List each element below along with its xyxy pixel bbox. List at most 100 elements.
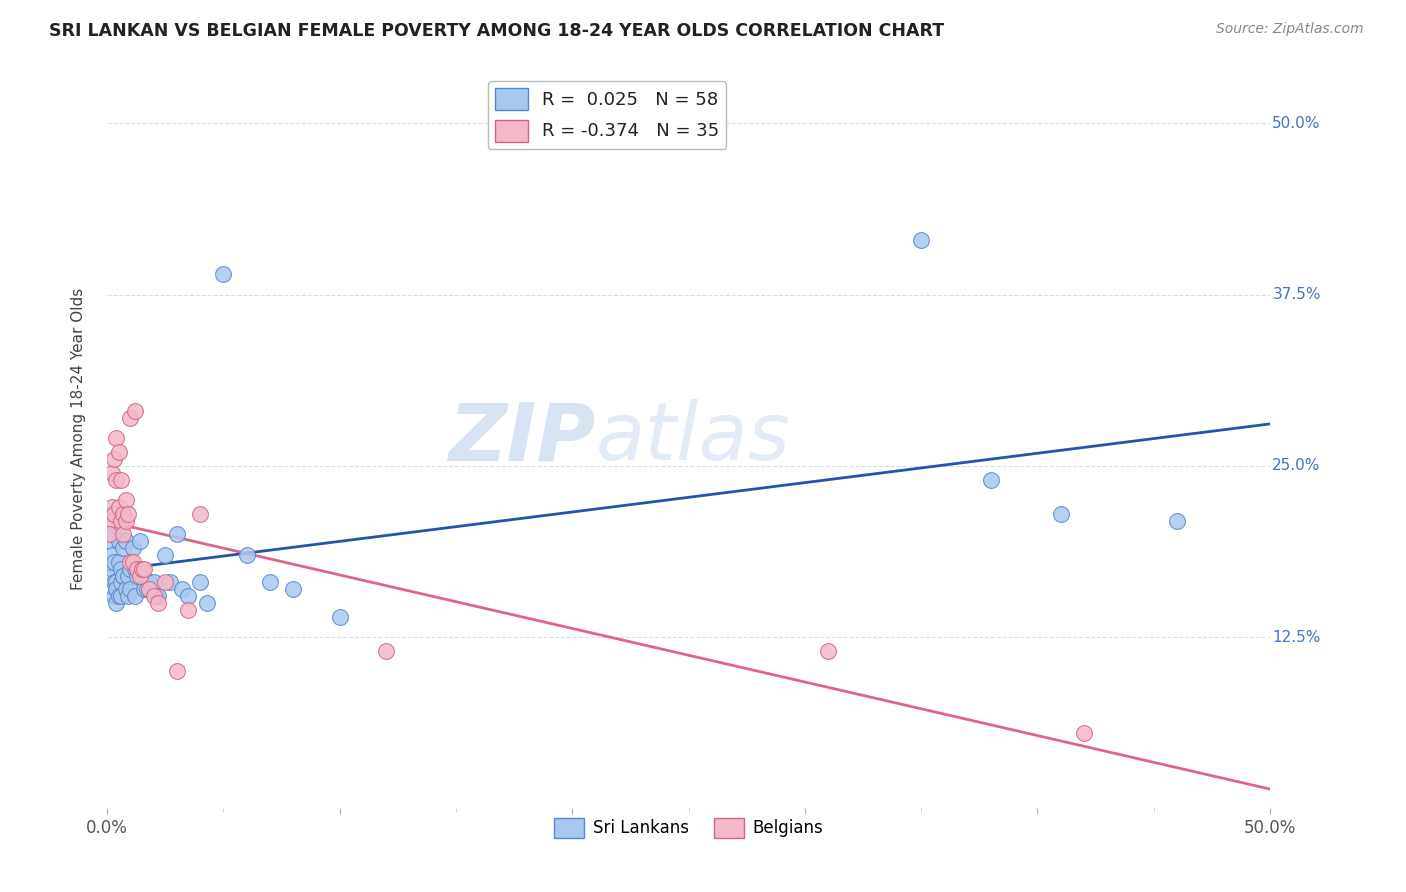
Point — [188, 575, 211, 590]
Point — [145, 589, 167, 603]
Point — [117, 507, 139, 521]
Point — [127, 562, 149, 576]
Point — [110, 562, 132, 576]
Point — [910, 233, 932, 247]
Point — [135, 582, 157, 597]
Text: ZIP: ZIP — [449, 400, 596, 477]
Point — [100, 548, 122, 562]
Point — [1049, 507, 1071, 521]
Point — [142, 575, 165, 590]
Point — [155, 548, 177, 562]
Point — [1166, 514, 1188, 528]
Point — [117, 589, 139, 603]
Point — [329, 609, 352, 624]
Point — [103, 589, 125, 603]
Point — [138, 582, 160, 597]
Point — [98, 514, 121, 528]
Point — [110, 575, 132, 590]
Point — [100, 527, 122, 541]
Point — [142, 589, 165, 603]
Point — [107, 500, 129, 514]
Legend: Sri Lankans, Belgians: Sri Lankans, Belgians — [548, 811, 830, 845]
Point — [980, 473, 1002, 487]
Point — [103, 452, 125, 467]
Point — [110, 473, 132, 487]
Text: 12.5%: 12.5% — [1272, 630, 1320, 645]
Point — [128, 568, 150, 582]
Text: SRI LANKAN VS BELGIAN FEMALE POVERTY AMONG 18-24 YEAR OLDS CORRELATION CHART: SRI LANKAN VS BELGIAN FEMALE POVERTY AMO… — [49, 22, 945, 40]
Point — [105, 582, 128, 597]
Point — [98, 534, 121, 549]
Point — [103, 555, 125, 569]
Point — [114, 493, 136, 508]
Text: 37.5%: 37.5% — [1272, 287, 1320, 302]
Point — [98, 514, 121, 528]
Point — [100, 500, 122, 514]
Point — [121, 541, 143, 555]
Point — [107, 555, 129, 569]
Text: Source: ZipAtlas.com: Source: ZipAtlas.com — [1216, 22, 1364, 37]
Point — [100, 466, 122, 480]
Point — [131, 568, 153, 582]
Point — [105, 582, 128, 597]
Point — [134, 582, 156, 597]
Point — [117, 568, 139, 582]
Point — [120, 555, 142, 569]
Point — [105, 575, 128, 590]
Point — [166, 665, 188, 679]
Point — [107, 520, 129, 534]
Point — [124, 589, 146, 603]
Point — [105, 596, 128, 610]
Point — [120, 582, 142, 597]
Point — [131, 562, 153, 576]
Point — [105, 432, 128, 446]
Point — [114, 534, 136, 549]
Point — [195, 596, 218, 610]
Point — [107, 534, 129, 549]
Point — [103, 527, 125, 541]
Point — [148, 596, 170, 610]
Point — [177, 603, 200, 617]
Point — [155, 575, 177, 590]
Point — [128, 534, 150, 549]
Point — [120, 562, 142, 576]
Point — [1073, 726, 1095, 740]
Point — [107, 445, 129, 459]
Point — [124, 404, 146, 418]
Point — [103, 575, 125, 590]
Point — [148, 589, 170, 603]
Point — [124, 562, 146, 576]
Point — [235, 548, 257, 562]
Point — [103, 507, 125, 521]
Point — [110, 514, 132, 528]
Point — [166, 527, 188, 541]
Point — [188, 507, 211, 521]
Point — [107, 589, 129, 603]
Point — [259, 575, 281, 590]
Point — [177, 589, 200, 603]
Point — [212, 267, 235, 281]
Point — [100, 562, 122, 576]
Point — [112, 527, 135, 541]
Point — [121, 555, 143, 569]
Point — [114, 582, 136, 597]
Point — [817, 644, 839, 658]
Point — [159, 575, 181, 590]
Point — [105, 473, 128, 487]
Point — [110, 589, 132, 603]
Point — [98, 527, 121, 541]
Point — [112, 568, 135, 582]
Text: atlas: atlas — [596, 400, 790, 477]
Point — [112, 541, 135, 555]
Y-axis label: Female Poverty Among 18-24 Year Olds: Female Poverty Among 18-24 Year Olds — [72, 287, 86, 590]
Point — [170, 582, 193, 597]
Point — [100, 507, 122, 521]
Point — [114, 514, 136, 528]
Point — [134, 562, 156, 576]
Point — [138, 575, 160, 590]
Point — [112, 507, 135, 521]
Point — [112, 568, 135, 582]
Point — [375, 644, 398, 658]
Point — [120, 411, 142, 425]
Text: 50.0%: 50.0% — [1272, 116, 1320, 131]
